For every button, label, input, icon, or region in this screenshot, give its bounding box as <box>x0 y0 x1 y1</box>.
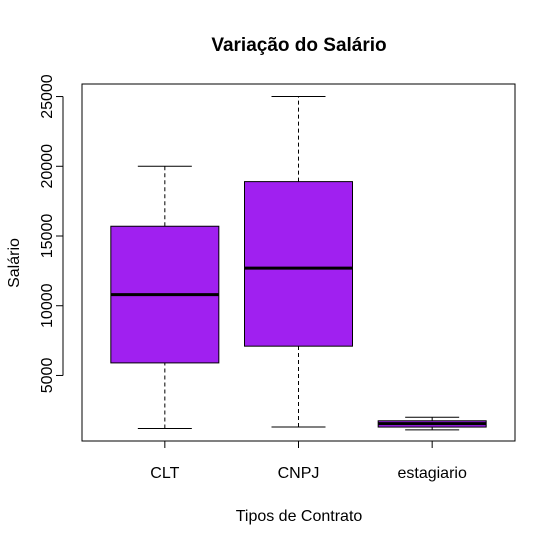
box-cnpj <box>244 96 353 428</box>
box-clt <box>110 165 220 429</box>
box-estagiario <box>377 416 487 431</box>
chart-title: Variação do Salário <box>211 35 386 56</box>
boxes-group <box>110 96 487 431</box>
x-tick-label: estagiario <box>397 465 466 482</box>
x-axis: CLT CNPJ estagiario <box>150 440 467 482</box>
y-tick-label: 15000 <box>39 214 56 259</box>
y-axis-label: Salário <box>6 238 23 288</box>
iqr-box <box>244 181 353 347</box>
y-tick-label: 5000 <box>39 358 56 394</box>
x-tick-label: CLT <box>150 465 179 482</box>
y-tick-label: 25000 <box>39 74 56 119</box>
y-tick-label: 20000 <box>39 144 56 189</box>
x-tick-label: CNPJ <box>278 465 320 482</box>
x-axis-label: Tipos de Contrato <box>236 508 363 525</box>
y-axis: 5000 10000 15000 20000 25000 <box>39 74 64 394</box>
y-tick-label: 10000 <box>39 283 56 328</box>
